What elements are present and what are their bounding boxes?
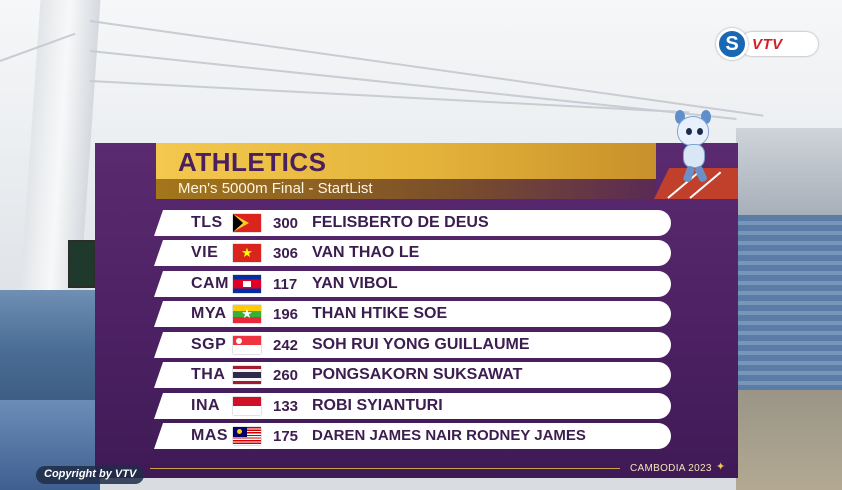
thailand-flag-icon: [233, 366, 261, 384]
header-subtitle-band: [156, 179, 656, 199]
star-icon: ✦: [716, 461, 726, 473]
athlete-name: VAN THAO LE: [312, 244, 420, 261]
logo-pill: [740, 32, 818, 56]
athlete-name: SOH RUI YONG GUILLAUME: [312, 336, 530, 353]
country-code: CAM: [191, 275, 229, 292]
singapore-flag-icon: [233, 336, 261, 354]
athlete-name: DAREN JAMES NAIR RODNEY JAMES: [312, 427, 586, 444]
bib-number: 306: [273, 245, 299, 262]
stadium-stand-left: [0, 290, 100, 410]
malaysia-flag-icon: [233, 427, 261, 445]
logo-circle-icon: S: [716, 28, 748, 60]
athlete-row: VIE ★ 306 VAN THAO LE: [154, 240, 671, 266]
timor-leste-flag-icon: [233, 214, 261, 232]
broadcaster-logo: S VTV: [716, 28, 820, 60]
logo-text: VTV: [752, 36, 783, 53]
country-code: THA: [191, 366, 226, 383]
country-code: MYA: [191, 305, 227, 322]
footer-divider: [150, 468, 620, 469]
bib-number: 196: [273, 306, 299, 323]
myanmar-flag-icon: ★: [233, 305, 261, 323]
athlete-name: FELISBERTO DE DEUS: [312, 214, 489, 231]
bib-number: 117: [273, 276, 298, 293]
panel-header: ATHLETICS Men's 5000m Final - StartList: [156, 143, 656, 199]
country-code: TLS: [191, 214, 223, 231]
infield: [736, 390, 842, 490]
copyright-badge: Copyright by VTV: [36, 466, 145, 484]
athlete-row: MYA ★ 196 THAN HTIKE SOE: [154, 301, 671, 327]
athlete-name: THAN HTIKE SOE: [312, 305, 448, 322]
stadium-scoreboard: [68, 240, 96, 288]
athlete-name: ROBI SYIANTURI: [312, 397, 443, 414]
event-title: ATHLETICS: [178, 147, 327, 177]
athlete-row: SGP 242 SOH RUI YONG GUILLAUME: [154, 332, 671, 358]
bib-number: 260: [273, 367, 299, 384]
country-code: SGP: [191, 336, 227, 353]
athlete-name: YAN VIBOL: [312, 275, 398, 292]
cambodia-flag-icon: [233, 275, 261, 293]
athlete-row: INA 133 ROBI SYIANTURI: [154, 393, 671, 419]
games-label: CAMBODIA 2023: [630, 463, 712, 474]
stadium-roof: [736, 128, 842, 218]
stadium-stand-right: [736, 215, 842, 390]
athlete-row: THA 260 PONGSAKORN SUKSAWAT: [154, 362, 671, 388]
athlete-row: TLS 300 FELISBERTO DE DEUS: [154, 210, 671, 236]
country-code: VIE: [191, 244, 219, 261]
mascot-icon: [671, 110, 715, 186]
athlete-row: MAS 175 DAREN JAMES NAIR RODNEY JAMES: [154, 423, 671, 449]
country-code: INA: [191, 397, 221, 414]
athlete-name: PONGSAKORN SUKSAWAT: [312, 366, 523, 383]
bib-number: 175: [273, 428, 299, 445]
bib-number: 300: [273, 215, 299, 232]
header-gold-band: [156, 143, 656, 179]
bib-number: 133: [273, 398, 299, 415]
bib-number: 242: [273, 337, 299, 354]
vietnam-flag-icon: ★: [233, 244, 261, 262]
indonesia-flag-icon: [233, 397, 261, 415]
country-code: MAS: [191, 427, 229, 444]
event-subtitle: Men's 5000m Final - StartList: [178, 180, 373, 197]
athlete-row: CAM 117 YAN VIBOL: [154, 271, 671, 297]
